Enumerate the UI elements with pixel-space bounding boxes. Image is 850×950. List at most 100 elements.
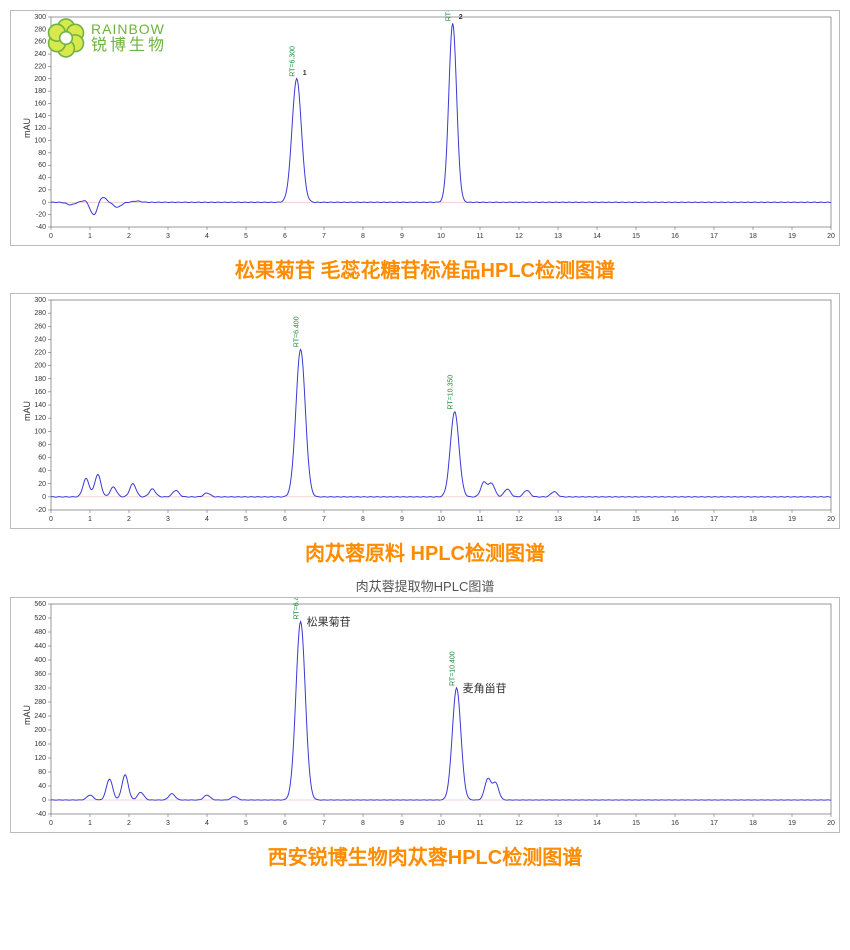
svg-text:120: 120 [34,755,46,762]
caption-2: 肉苁蓉原料 HPLC检测图谱 [10,537,840,566]
svg-text:11: 11 [476,516,483,523]
svg-text:RT=10.400: RT=10.400 [450,651,457,686]
svg-text:16: 16 [671,516,679,523]
svg-text:12: 12 [515,820,523,827]
svg-text:100: 100 [34,138,46,145]
svg-text:80: 80 [38,769,46,776]
svg-text:200: 200 [34,727,46,734]
svg-text:6: 6 [283,820,287,827]
chromatogram-2: -200204060801001201401601802002202402602… [11,294,839,528]
svg-text:20: 20 [38,481,46,488]
svg-text:14: 14 [593,820,601,827]
svg-text:18: 18 [749,820,757,827]
svg-text:3: 3 [166,233,170,240]
svg-text:180: 180 [34,376,46,383]
svg-text:0: 0 [42,797,46,804]
svg-text:8: 8 [361,516,365,523]
svg-text:8: 8 [361,820,365,827]
svg-text:-20: -20 [36,212,46,219]
y-axis-label: mAU [22,705,32,725]
svg-text:17: 17 [710,233,718,240]
svg-text:3: 3 [166,516,170,523]
svg-text:10: 10 [437,820,445,827]
svg-text:2: 2 [459,14,463,21]
svg-text:10: 10 [437,516,445,523]
svg-text:160: 160 [34,389,46,396]
svg-text:7: 7 [322,820,326,827]
svg-text:120: 120 [34,125,46,132]
svg-text:240: 240 [34,713,46,720]
svg-text:13: 13 [554,233,562,240]
svg-text:RT=10.350: RT=10.350 [448,375,455,410]
svg-text:13: 13 [554,820,562,827]
svg-text:1: 1 [303,70,307,77]
svg-text:360: 360 [34,671,46,678]
svg-text:2: 2 [127,233,131,240]
svg-text:20: 20 [38,187,46,194]
svg-text:6: 6 [283,233,287,240]
chromatogram-3: -400408012016020024028032036040044048052… [11,598,839,832]
svg-text:18: 18 [749,516,757,523]
svg-text:20: 20 [827,516,835,523]
caption-1: 松果菊苷 毛蕊花糖苷标准品HPLC检测图谱 [10,254,840,283]
svg-text:11: 11 [476,233,483,240]
svg-text:40: 40 [38,468,46,475]
svg-text:松果菊苷: 松果菊苷 [307,615,351,629]
svg-text:1: 1 [88,820,92,827]
svg-text:200: 200 [34,363,46,370]
svg-text:RT=6.400: RT=6.400 [294,316,301,347]
svg-text:0: 0 [49,233,53,240]
svg-text:11: 11 [476,820,483,827]
svg-text:160: 160 [34,100,46,107]
logo-text-cn: 锐博生物 [91,38,167,54]
svg-text:RT=6.300: RT=6.300 [290,46,297,77]
svg-text:520: 520 [34,615,46,622]
y-axis-label: mAU [22,401,32,421]
logo-text-en: RAINBOW [91,22,167,36]
svg-text:13: 13 [554,516,562,523]
svg-text:40: 40 [38,175,46,182]
svg-text:180: 180 [34,88,46,95]
svg-text:260: 260 [34,323,46,330]
panel-3-title: 肉苁蓉提取物HPLC图谱 [10,576,840,595]
svg-text:6: 6 [283,516,287,523]
hplc-panel-2: mAU -20020406080100120140160180200220240… [10,293,840,529]
svg-text:1: 1 [88,233,92,240]
hplc-panel-3: mAU -40040801201602002402803203604004404… [10,597,840,833]
svg-text:5: 5 [244,516,248,523]
svg-text:60: 60 [38,455,46,462]
svg-text:480: 480 [34,629,46,636]
svg-text:7: 7 [322,233,326,240]
svg-text:14: 14 [593,233,601,240]
svg-text:240: 240 [34,336,46,343]
svg-text:1: 1 [88,516,92,523]
svg-text:0: 0 [49,516,53,523]
svg-text:140: 140 [34,402,46,409]
svg-text:560: 560 [34,601,46,608]
svg-text:7: 7 [322,516,326,523]
svg-text:2: 2 [127,516,131,523]
svg-text:200: 200 [34,76,46,83]
svg-text:19: 19 [788,233,796,240]
svg-text:160: 160 [34,741,46,748]
svg-text:5: 5 [244,820,248,827]
svg-text:20: 20 [827,233,835,240]
svg-text:9: 9 [400,233,404,240]
svg-text:10: 10 [437,233,445,240]
svg-text:8: 8 [361,233,365,240]
svg-text:15: 15 [632,233,640,240]
svg-text:220: 220 [34,63,46,70]
svg-text:60: 60 [38,162,46,169]
svg-text:16: 16 [671,820,679,827]
svg-text:-40: -40 [36,811,46,818]
svg-text:17: 17 [710,820,718,827]
y-axis-label: mAU [22,118,32,138]
svg-text:280: 280 [34,699,46,706]
svg-text:19: 19 [788,820,796,827]
svg-text:220: 220 [34,350,46,357]
svg-text:280: 280 [34,310,46,317]
svg-text:19: 19 [788,516,796,523]
svg-text:-20: -20 [36,507,46,514]
svg-text:40: 40 [38,783,46,790]
svg-text:18: 18 [749,233,757,240]
